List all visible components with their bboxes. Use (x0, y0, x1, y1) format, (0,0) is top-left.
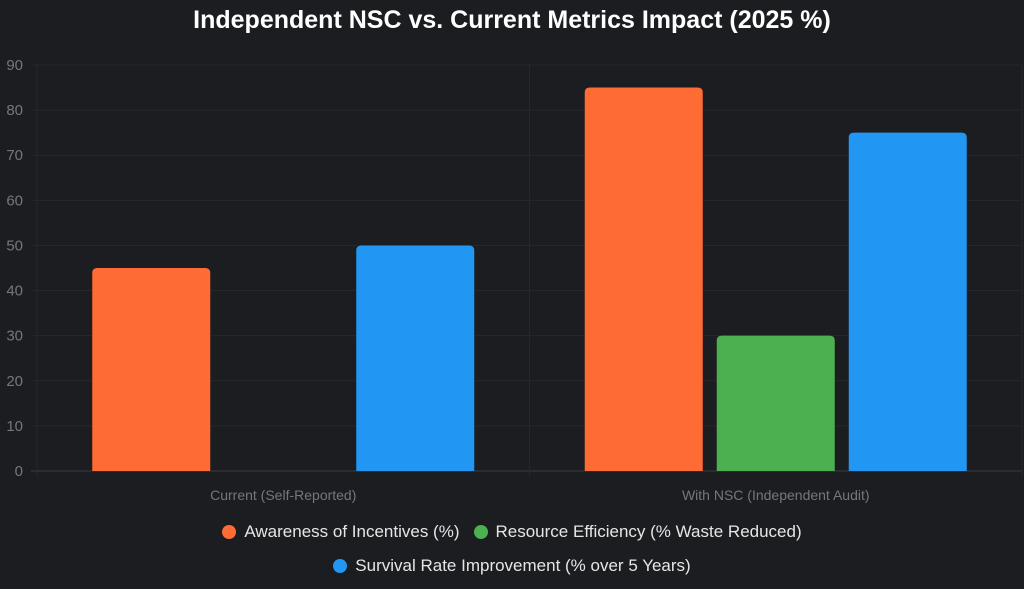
legend-swatch (333, 559, 348, 573)
legend-item-survival[interactable]: Survival Rate Improvement (% over 5 Year… (333, 556, 691, 576)
legend-swatch (473, 525, 488, 539)
bar (584, 87, 703, 472)
legend-row-1: Awareness of Incentives (%) Resource Eff… (0, 522, 1024, 542)
bar (92, 268, 211, 471)
y-tick-label: 70 (6, 147, 23, 164)
legend-label: Survival Rate Improvement (% over 5 Year… (355, 556, 691, 575)
x-tick-label: With NSC (Independent Audit) (682, 487, 870, 503)
y-tick-label: 90 (6, 57, 23, 74)
legend-label: Awareness of Incentives (%) (244, 522, 460, 541)
legend-item-efficiency[interactable]: Resource Efficiency (% Waste Reduced) (473, 522, 802, 542)
x-tick-label: Current (Self-Reported) (210, 487, 356, 503)
bar (716, 335, 835, 471)
legend-item-awareness[interactable]: Awareness of Incentives (%) (222, 522, 460, 542)
y-tick-label: 80 (6, 102, 23, 119)
y-tick-label: 0 (15, 463, 23, 480)
chart-title: Independent NSC vs. Current Metrics Impa… (193, 6, 831, 34)
legend-label: Resource Efficiency (% Waste Reduced) (495, 522, 802, 541)
y-tick-label: 50 (6, 237, 23, 254)
y-tick-label: 40 (6, 283, 23, 300)
bar (356, 245, 475, 471)
bar (848, 132, 967, 471)
y-tick-label: 30 (6, 328, 23, 345)
y-tick-label: 20 (6, 373, 23, 390)
y-tick-label: 60 (6, 192, 23, 209)
y-tick-label: 10 (6, 418, 23, 435)
legend-swatch (222, 525, 237, 539)
legend-row-2: Survival Rate Improvement (% over 5 Year… (0, 556, 1024, 576)
